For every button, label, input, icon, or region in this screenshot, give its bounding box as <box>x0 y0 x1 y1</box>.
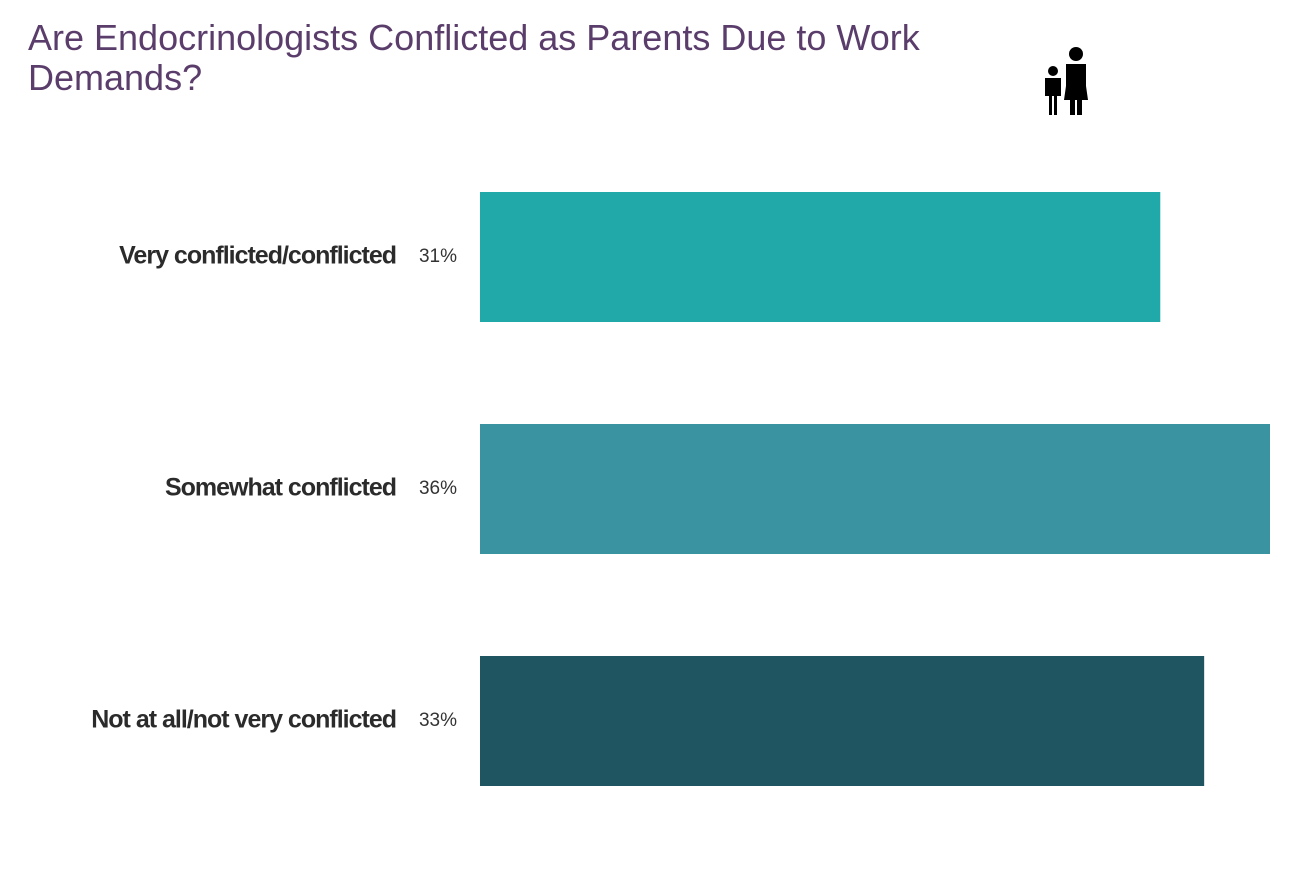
value-label: 36% <box>419 478 457 499</box>
bar <box>480 656 1205 786</box>
value-label: 33% <box>419 710 457 731</box>
parent-child-icon <box>1045 47 1088 115</box>
bar <box>480 424 1270 554</box>
category-label: Somewhat conflicted <box>165 474 396 502</box>
category-label: Not at all/not very conflicted <box>91 706 396 734</box>
category-label: Very conflicted/conflicted <box>119 242 396 270</box>
value-label: 31% <box>419 246 457 267</box>
bar <box>480 192 1161 322</box>
chart-title: Are Endocrinologists Conflicted as Paren… <box>28 17 920 98</box>
